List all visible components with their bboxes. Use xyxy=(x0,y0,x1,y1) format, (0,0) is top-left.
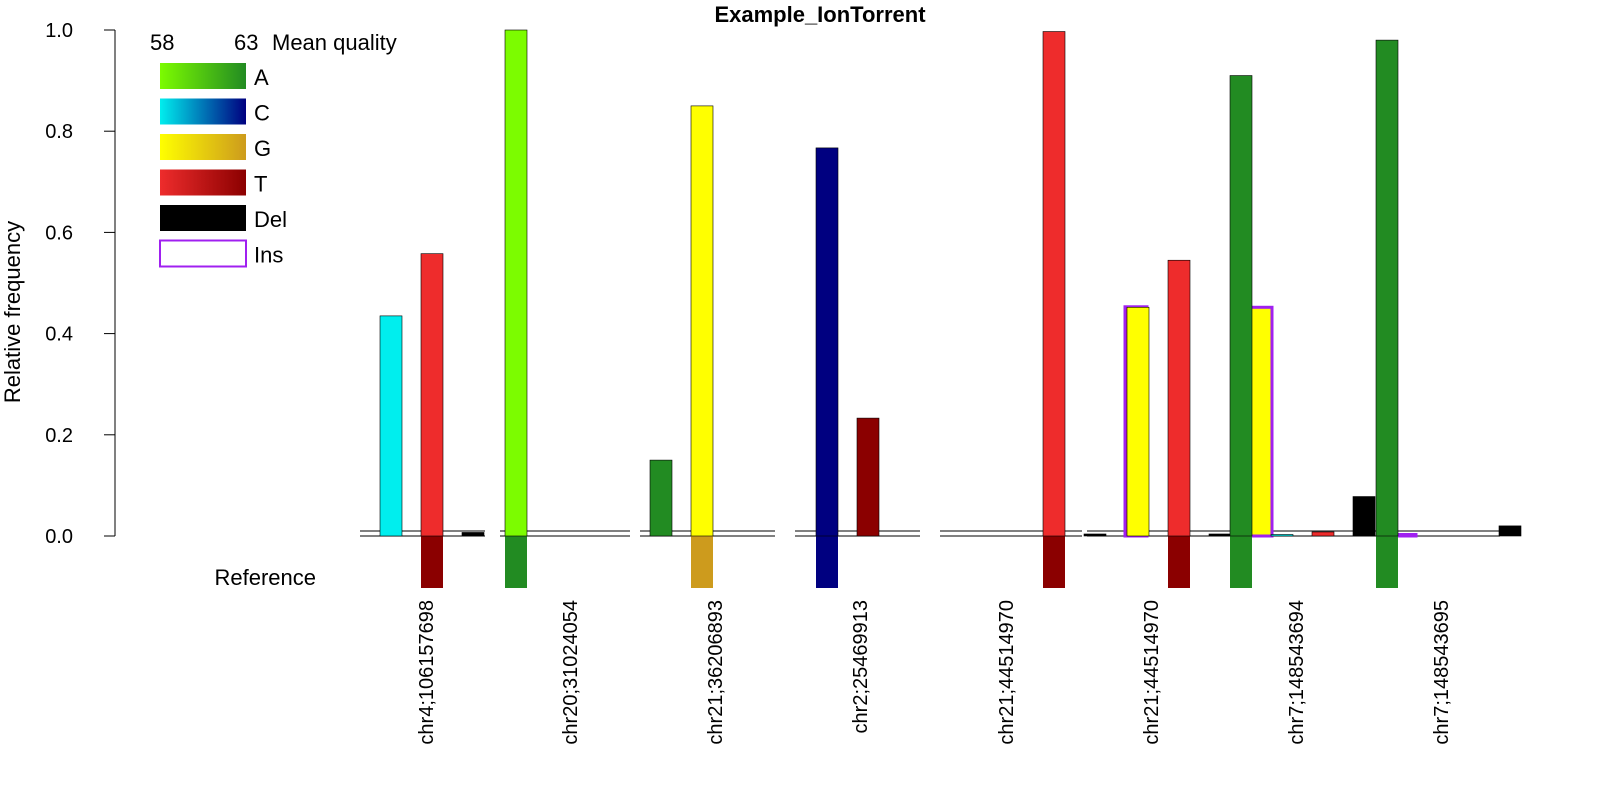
position-group: chr21;44514970 xyxy=(1126,259,1274,745)
bar-t xyxy=(856,417,880,537)
reference-bar xyxy=(816,536,838,588)
y-tick-label: 1.0 xyxy=(45,20,73,42)
y-tick-label: 0.8 xyxy=(45,121,73,143)
position-group: chr20;31024054 xyxy=(504,29,582,745)
position-group: chr7;148543694 xyxy=(1229,75,1418,745)
position-label: chr20;31024054 xyxy=(560,600,582,745)
legend-label-t: T xyxy=(254,172,267,197)
bar-ins xyxy=(1248,305,1274,538)
y-tick-label: 0.2 xyxy=(45,425,73,447)
bar-c xyxy=(1270,534,1294,537)
position-label: chr21;44514970 xyxy=(996,600,1018,745)
legend-label-a: A xyxy=(254,65,269,90)
position-label: chr2;25469913 xyxy=(850,600,872,733)
bar-a xyxy=(649,459,673,537)
y-tick-label: 0.0 xyxy=(45,526,73,548)
bar-a xyxy=(1375,39,1399,537)
position-label: chr21;44514970 xyxy=(1141,600,1163,745)
position-group: chr21;44514970 xyxy=(996,31,1149,745)
bar-g xyxy=(1126,306,1150,537)
chart-title: Example_IonTorrent xyxy=(714,2,926,27)
legend-quality-max: 63 xyxy=(234,30,258,55)
legend-quality-min: 58 xyxy=(150,30,174,55)
bar-g xyxy=(690,105,714,537)
bar-a xyxy=(1229,75,1253,537)
bar-t xyxy=(1167,259,1191,537)
reference-bar xyxy=(505,536,527,588)
bar-del xyxy=(461,532,485,537)
reference-bar xyxy=(1230,536,1252,588)
reference-bar xyxy=(691,536,713,588)
legend-swatch-del xyxy=(160,205,246,231)
y-tick-label: 0.6 xyxy=(45,222,73,244)
y-axis: 0.0 0.2 0.4 0.6 0.8 1.0 xyxy=(45,20,116,548)
legend-label-ins: Ins xyxy=(254,243,283,268)
position-group: chr2;25469913 xyxy=(815,147,880,733)
legend-label-del: Del xyxy=(254,207,287,232)
position-label: chr7;148543695 xyxy=(1431,600,1453,745)
bar-del xyxy=(1352,496,1376,537)
legend-quality-title: Mean quality xyxy=(272,30,397,55)
position-label: chr4;106157698 xyxy=(416,600,438,745)
legend-label-g: G xyxy=(254,136,271,161)
position-group: chr7;148543695 xyxy=(1375,39,1522,745)
bar-del xyxy=(1083,533,1107,537)
bar-t xyxy=(1042,31,1066,537)
reference-bar xyxy=(421,536,443,588)
bar-del xyxy=(1208,533,1232,537)
y-axis-label: Relative frequency xyxy=(0,221,25,403)
legend-label-c: C xyxy=(254,101,270,126)
reference-bar xyxy=(1376,536,1398,588)
legend-swatch-g xyxy=(160,134,246,160)
bar-t xyxy=(1311,531,1335,537)
plot-area: chr4;106157698 chr20;31024054 chr21;362068… xyxy=(360,29,1522,745)
reference-bar xyxy=(1168,536,1190,588)
legend-swatch-ins xyxy=(159,239,247,268)
legend-swatch-t xyxy=(160,169,246,196)
position-label: chr21;36206893 xyxy=(705,600,727,745)
legend-swatch-c xyxy=(160,98,246,125)
bar-c xyxy=(379,315,403,537)
bar-a xyxy=(504,29,528,537)
position-group: chr21;36206893 xyxy=(649,105,727,745)
bar-t xyxy=(420,253,444,537)
bar-c xyxy=(815,147,839,537)
reference-label: Reference xyxy=(214,565,316,590)
legend-swatch-a xyxy=(160,63,246,89)
y-tick-label: 0.4 xyxy=(45,324,73,346)
bar-del xyxy=(1498,525,1522,537)
position-group: chr4;106157698 xyxy=(379,253,485,745)
reference-bar xyxy=(1043,536,1065,588)
position-label: chr7;148543694 xyxy=(1286,600,1308,745)
